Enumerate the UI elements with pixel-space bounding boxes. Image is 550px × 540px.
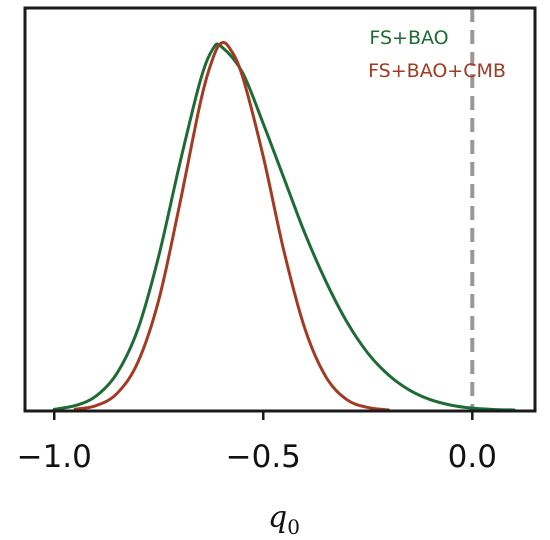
x-axis-ticks: −1.0 −0.5 0.0	[17, 411, 497, 475]
x-axis-label: q0	[268, 500, 300, 539]
x-tick-label-minus-0-5: −0.5	[226, 439, 301, 475]
x-tick-label-0-0: 0.0	[448, 439, 497, 475]
legend-entry-fs-bao-cmb: FS+BAO+CMB	[368, 60, 506, 82]
x-axis-label-subscript: 0	[287, 515, 300, 539]
series-line-fs-bao	[52, 42, 516, 412]
x-tick-label-minus-1-0: −1.0	[17, 439, 92, 475]
plot-frame	[23, 6, 537, 413]
x-axis-label-main: q	[268, 500, 287, 535]
legend: FS+BAO FS+BAO+CMB	[368, 27, 506, 82]
series-line-fs-bao-cmb	[73, 40, 391, 412]
legend-entry-fs-bao: FS+BAO	[369, 27, 448, 49]
plot-area	[23, 6, 537, 413]
